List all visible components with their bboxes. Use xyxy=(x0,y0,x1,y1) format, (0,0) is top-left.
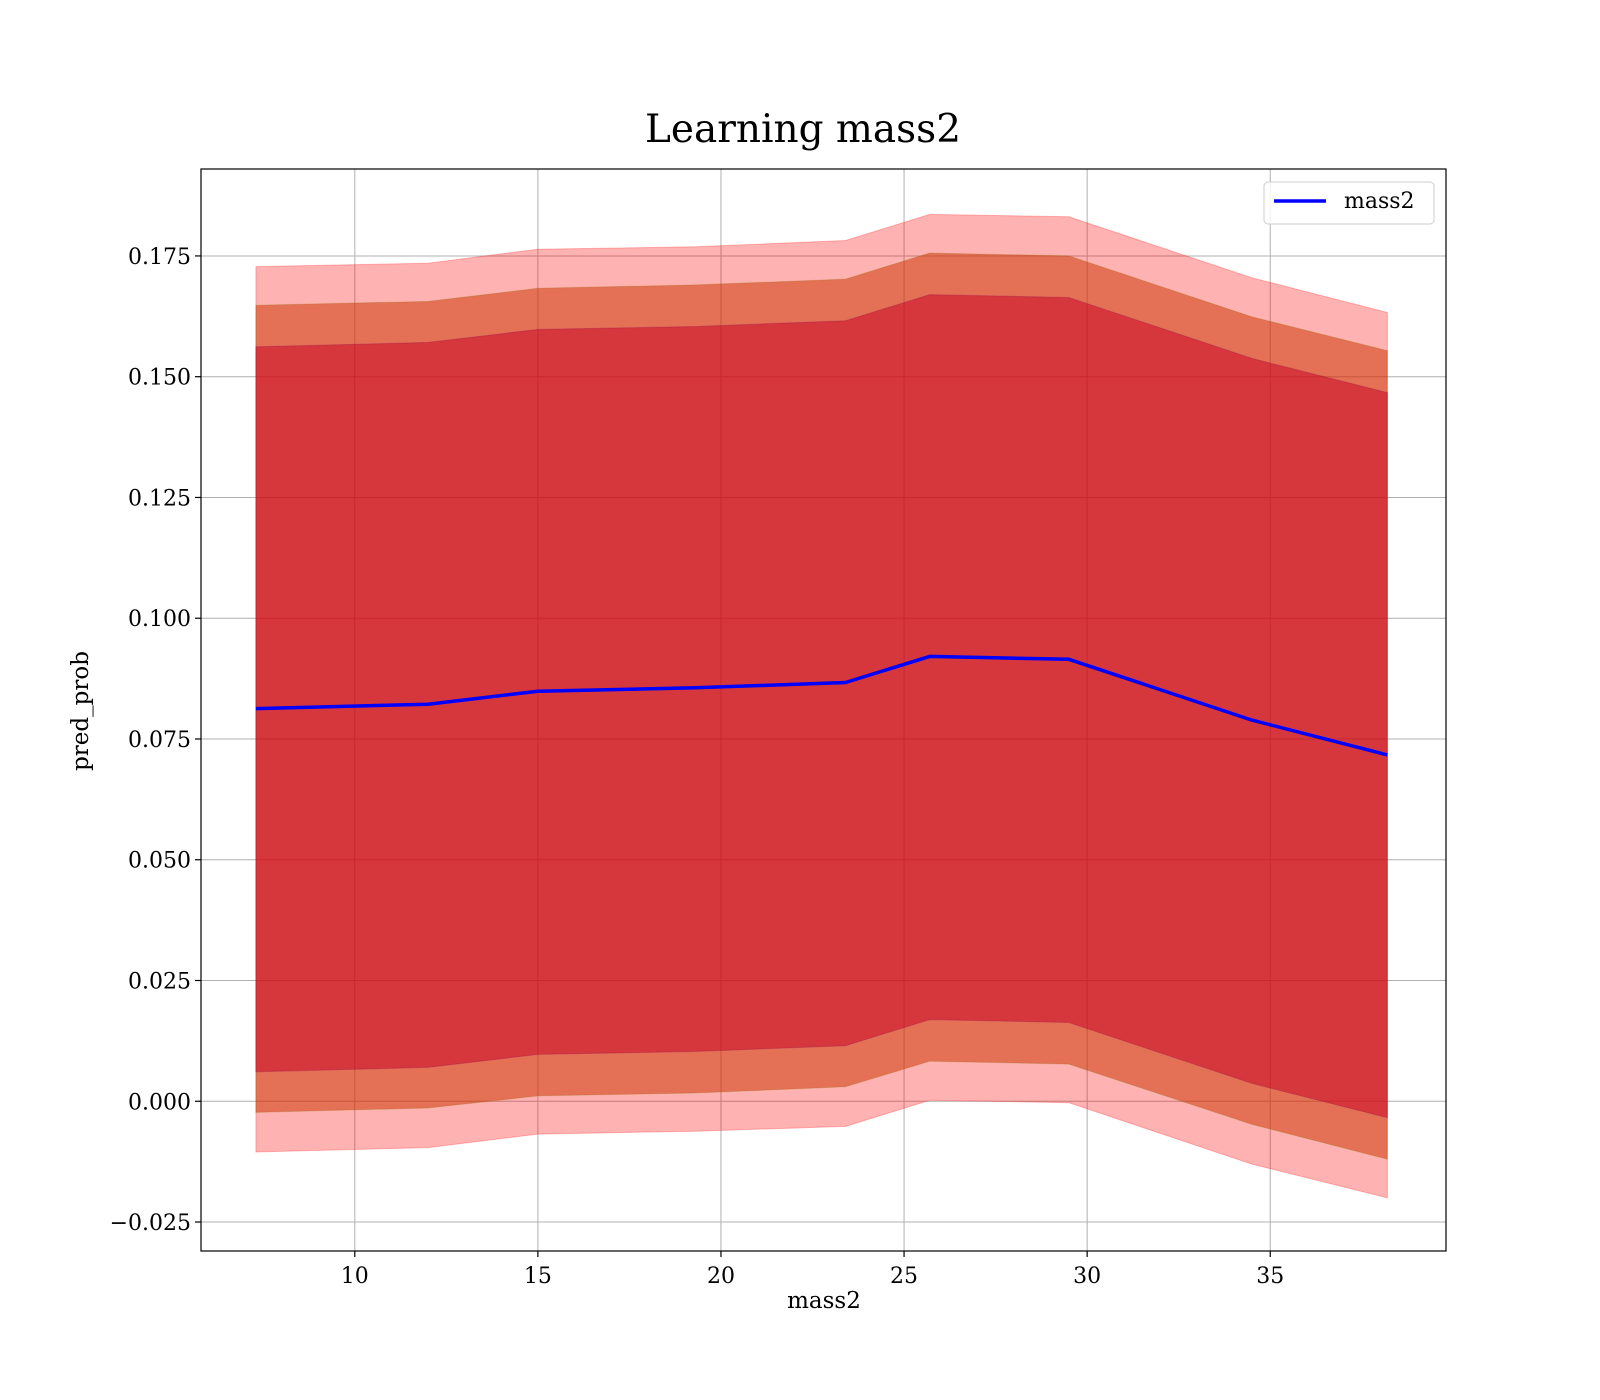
axis-ticks: 10 15 20 25 30 35 −0.025 0.000 0.025 0.050 0.075 0.… xyxy=(110,245,1285,1289)
y-tick-label: 0.075 xyxy=(128,728,191,753)
x-tick-label: 15 xyxy=(524,1264,552,1289)
x-tick-label: 25 xyxy=(890,1264,918,1289)
x-tick-label: 30 xyxy=(1073,1264,1101,1289)
series-line-mass2 xyxy=(255,654,1388,757)
series-lines xyxy=(255,654,1388,757)
confidence-bands xyxy=(255,213,1388,1199)
legend-label-mass2: mass2 xyxy=(1344,189,1415,214)
x-tick-label: 10 xyxy=(341,1264,369,1289)
legend: mass2 xyxy=(1263,181,1435,225)
y-tick-label: 0.000 xyxy=(128,1090,191,1115)
plot-frame xyxy=(200,168,1447,1252)
band-inner-tint xyxy=(255,294,1388,1118)
legend-box xyxy=(1263,181,1435,225)
band-inner xyxy=(255,294,1388,1119)
x-tick-label: 35 xyxy=(1256,1264,1284,1289)
y-tick-label: 0.150 xyxy=(128,366,191,391)
chart-title: Learning mass2 xyxy=(645,107,961,152)
grid-lines xyxy=(201,169,1446,1251)
y-tick-label: 0.175 xyxy=(128,245,191,270)
y-tick-label: 0.100 xyxy=(128,607,191,632)
band-middle xyxy=(255,252,1388,1160)
band-middle-tint xyxy=(255,253,1388,1160)
y-tick-label: 0.050 xyxy=(128,849,191,874)
x-axis-label: mass2 xyxy=(787,1288,861,1314)
y-tick-label: −0.025 xyxy=(110,1211,191,1236)
x-tick-label: 20 xyxy=(707,1264,735,1289)
y-tick-label: 0.125 xyxy=(128,486,191,511)
y-tick-label: 0.025 xyxy=(128,970,191,995)
band-outer xyxy=(255,213,1388,1199)
y-axis-label: pred_prob xyxy=(68,651,94,771)
